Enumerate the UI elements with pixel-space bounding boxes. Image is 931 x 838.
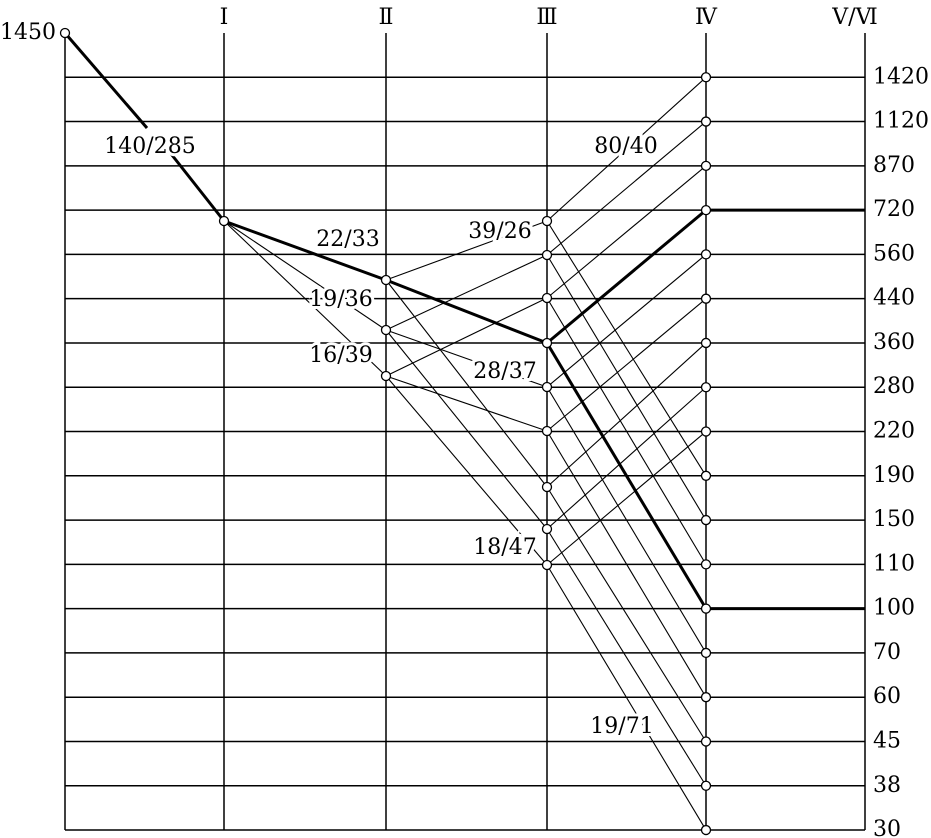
node	[700, 160, 712, 171]
ratio-line	[385, 254, 548, 331]
node	[541, 292, 553, 304]
node	[700, 249, 712, 260]
node	[700, 470, 712, 481]
node	[700, 204, 712, 216]
node	[218, 215, 230, 227]
ratio-line	[546, 253, 707, 388]
speed-label: 150	[873, 507, 915, 532]
main-path	[385, 278, 548, 345]
ratio-line	[223, 220, 387, 377]
node	[700, 559, 712, 570]
node	[700, 736, 712, 747]
node	[380, 324, 392, 336]
main-path	[545, 342, 708, 610]
ratio-label: 19/36	[309, 287, 372, 312]
node	[700, 780, 712, 791]
node	[700, 72, 712, 83]
speed-label: 190	[873, 463, 915, 488]
node	[541, 481, 553, 493]
ratio-line	[546, 431, 707, 566]
ratio-label: 22/33	[316, 227, 379, 252]
node	[700, 647, 712, 659]
speed-label: 220	[873, 419, 915, 444]
main-path	[166, 149, 226, 222]
speed-label: 870	[873, 153, 915, 178]
shaft-label: Ⅴ/Ⅵ	[831, 5, 877, 30]
node	[541, 337, 553, 349]
node	[700, 603, 712, 614]
ratio-line	[223, 220, 387, 331]
main-path	[223, 219, 387, 282]
ratio-line	[546, 220, 707, 477]
speed-label: 440	[873, 286, 915, 311]
node	[700, 382, 712, 393]
speed-label: 1120	[873, 109, 929, 134]
node	[541, 215, 553, 227]
ratio-line	[546, 386, 707, 654]
speed-label: 45	[873, 728, 901, 753]
ratio-line	[546, 342, 707, 488]
speed-label: 110	[873, 551, 915, 576]
node	[380, 274, 392, 286]
ratio-label: 80/40	[594, 134, 657, 159]
node	[541, 249, 553, 261]
node	[700, 692, 712, 703]
ratio-line	[385, 375, 548, 432]
node	[541, 425, 553, 437]
node	[380, 370, 392, 382]
ratio-label: 18/47	[473, 535, 536, 560]
shaft-label: Ⅲ	[536, 5, 557, 30]
speed-label: 720	[873, 197, 915, 222]
shaft-label: Ⅰ	[220, 5, 229, 30]
speed-label: 360	[873, 330, 915, 355]
shaft-label: Ⅳ	[695, 5, 718, 30]
ratio-label: 140/285	[104, 134, 195, 159]
node	[541, 381, 553, 393]
ratio-line	[546, 298, 707, 432]
node	[700, 514, 712, 526]
ratio-line	[546, 528, 707, 787]
speed-label: 60	[873, 684, 901, 709]
speed-label: 560	[873, 241, 915, 266]
ratio-line	[385, 329, 548, 388]
node	[700, 426, 712, 437]
ratio-line	[385, 279, 548, 488]
ratio-label: 28/37	[473, 359, 536, 384]
ratio-label: 39/26	[468, 219, 531, 244]
node	[700, 337, 712, 349]
node	[700, 293, 712, 304]
speed-label: 280	[873, 374, 915, 399]
speed-label: 1420	[873, 64, 929, 89]
ratio-label: 16/39	[309, 343, 372, 368]
ratio-line	[385, 297, 548, 377]
ratio-line	[546, 486, 707, 742]
ratio-line	[546, 254, 707, 521]
speed-label: 70	[873, 640, 901, 665]
ratio-line	[385, 375, 548, 566]
ratio-line	[546, 121, 707, 256]
node	[541, 523, 553, 535]
ratio-line	[385, 220, 548, 281]
ratio-line	[546, 297, 707, 565]
ratio-line	[546, 165, 707, 299]
node	[541, 559, 553, 571]
shaft-label: Ⅱ	[379, 5, 394, 30]
ratio-line	[546, 76, 707, 222]
node	[59, 27, 71, 39]
main-path	[63, 32, 149, 129]
speed-label: 100	[873, 596, 915, 621]
node	[700, 116, 712, 127]
speed-label: 38	[873, 773, 901, 798]
ratio-line	[546, 564, 707, 831]
speed-label: 1450	[0, 20, 56, 45]
main-path	[546, 208, 707, 345]
speed-label: 30	[873, 817, 901, 838]
node	[700, 824, 712, 836]
ratio-line	[546, 430, 707, 698]
ratio-label: 19/71	[590, 714, 653, 739]
ratio-line	[546, 386, 707, 530]
